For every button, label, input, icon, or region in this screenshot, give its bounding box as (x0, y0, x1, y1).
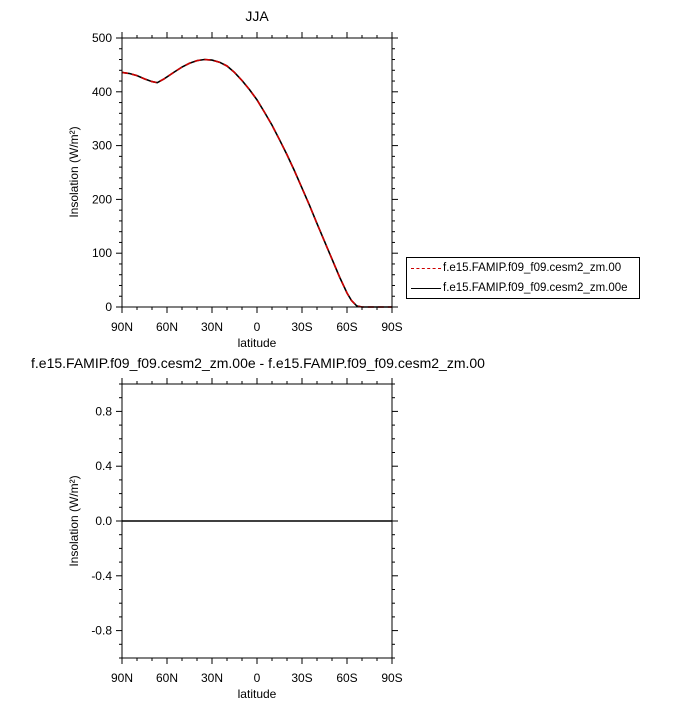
x-tick-label: 90N (111, 320, 133, 334)
x-axis-label: latitude (238, 687, 277, 701)
legend-label-00: f.e15.FAMIP.f09_f09.cesm2_zm.00 (443, 262, 622, 274)
x-tick-label: 60N (156, 671, 178, 685)
chart-title: JJA (245, 8, 269, 24)
x-tick-label: 60N (156, 320, 178, 334)
y-tick-label: 300 (92, 139, 112, 153)
y-tick-label: -0.8 (91, 624, 112, 638)
y-tick-label: -0.4 (91, 569, 112, 583)
chart-title: f.e15.FAMIP.f09_f09.cesm2_zm.00e - f.e15… (31, 355, 485, 371)
y-tick-label: 200 (92, 192, 112, 206)
series-line-dashed (121, 58, 392, 308)
x-tick-label: 90S (381, 671, 402, 685)
y-axis-label: Insolation (W/m²) (67, 475, 81, 566)
x-tick-label: 60S (336, 671, 357, 685)
legend-entry-00: f.e15.FAMIP.f09_f09.cesm2_zm.00 (407, 259, 639, 279)
y-tick-label: 100 (92, 246, 112, 260)
x-tick-label: 30S (291, 671, 312, 685)
legend: f.e15.FAMIP.f09_f09.cesm2_zm.00 f.e15.FA… (406, 257, 640, 299)
plot-frame (121, 37, 393, 308)
x-tick-label: 0 (254, 320, 261, 334)
y-tick-label: 0.8 (95, 404, 112, 418)
x-tick-label: 30N (201, 320, 223, 334)
x-tick-label: 30N (201, 671, 223, 685)
legend-entry-00e: f.e15.FAMIP.f09_f09.cesm2_zm.00e (407, 279, 639, 299)
bottom-panel-difference: f.e15.FAMIP.f09_f09.cesm2_zm.00e - f.e15… (31, 355, 485, 701)
x-tick-label: 60S (336, 320, 357, 334)
top-panel-insolation: JJA latitude Insolation (W/m²) 0 100 200 300 40… (67, 8, 403, 350)
y-tick-label: 400 (92, 85, 112, 99)
y-tick-label: 500 (92, 31, 112, 45)
y-axis-label: Insolation (W/m²) (67, 126, 81, 217)
x-tick-label: 90S (381, 320, 402, 334)
series-line-solid (121, 58, 392, 308)
legend-swatch-dashed-red (411, 268, 441, 269)
legend-swatch-solid-black (411, 288, 441, 289)
y-tick-label: 0.4 (95, 459, 112, 473)
x-tick-label: 30S (291, 320, 312, 334)
y-tick-label: 0.0 (95, 514, 112, 528)
x-axis-label: latitude (238, 336, 277, 350)
legend-label-00e: f.e15.FAMIP.f09_f09.cesm2_zm.00e (443, 282, 628, 294)
y-tick-label: 0 (105, 300, 112, 314)
series-group (121, 58, 392, 308)
x-tick-label: 0 (254, 671, 261, 685)
x-tick-label: 90N (111, 671, 133, 685)
